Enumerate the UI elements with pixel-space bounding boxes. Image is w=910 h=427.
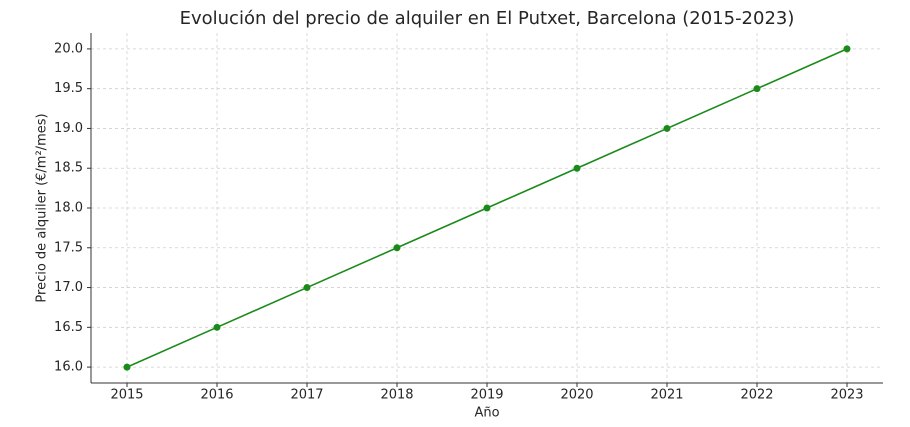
point: [213, 323, 221, 331]
x-tick-label: 2021: [650, 388, 683, 403]
point: [843, 45, 851, 53]
y-tick-label: 17.0: [54, 280, 83, 295]
x-tick-label: 2020: [560, 388, 593, 403]
y-tick-label: 18.0: [54, 201, 83, 216]
point: [573, 164, 581, 172]
point: [483, 204, 491, 212]
x-tick-label: 2018: [380, 388, 413, 403]
y-tick-label: 16.0: [54, 360, 83, 375]
chart-title: Evolución del precio de alquiler en El P…: [180, 8, 795, 29]
x-tick-label: 2023: [830, 388, 863, 403]
y-axis-label: Precio de alquiler (€/m²/mes): [35, 113, 50, 302]
point: [393, 244, 401, 252]
y-tick-label: 19.0: [54, 121, 83, 136]
x-tick-label: 2019: [470, 388, 503, 403]
y-tick-label: 17.5: [54, 240, 83, 255]
point: [753, 85, 761, 93]
y-tick-label: 20.0: [54, 41, 83, 56]
y-tick-label: 18.5: [54, 161, 83, 176]
x-tick-label: 2015: [110, 388, 143, 403]
x-tick-label: 2017: [290, 388, 323, 403]
x-axis-label: Año: [474, 406, 499, 421]
x-tick-label: 2022: [740, 388, 773, 403]
y-tick-label: 19.5: [54, 81, 83, 96]
x-tick-label: 2016: [200, 388, 233, 403]
point: [123, 363, 131, 371]
point: [663, 124, 671, 132]
point: [303, 284, 311, 292]
y-tick-label: 16.5: [54, 320, 83, 335]
